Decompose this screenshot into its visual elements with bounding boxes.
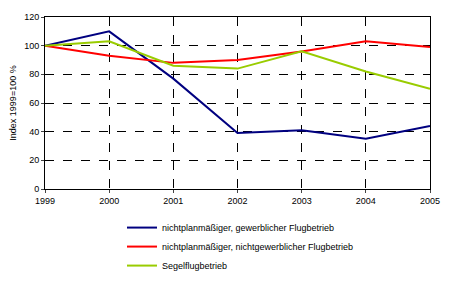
svg-text:2004: 2004: [356, 196, 376, 206]
svg-text:100: 100: [24, 41, 39, 51]
svg-text:2001: 2001: [163, 196, 183, 206]
svg-text:40: 40: [29, 127, 39, 137]
svg-text:1999: 1999: [35, 196, 55, 206]
svg-text:80: 80: [29, 69, 39, 79]
svg-text:Index 1999=100 %: Index 1999=100 %: [8, 65, 18, 140]
svg-text:2003: 2003: [292, 196, 312, 206]
svg-text:Segelflugbetrieb: Segelflugbetrieb: [162, 261, 227, 271]
svg-text:120: 120: [24, 12, 39, 22]
svg-text:nichtplanmäßiger, nichtgewerbl: nichtplanmäßiger, nichtgewerblicher Flug…: [162, 242, 353, 252]
svg-text:2002: 2002: [227, 196, 247, 206]
svg-text:0: 0: [34, 184, 39, 194]
svg-text:2000: 2000: [99, 196, 119, 206]
svg-text:2005: 2005: [420, 196, 440, 206]
svg-text:20: 20: [29, 155, 39, 165]
svg-text:60: 60: [29, 98, 39, 108]
svg-text:nichtplanmäßiger, gewerblicher: nichtplanmäßiger, gewerblicher Flugbetri…: [162, 223, 334, 233]
